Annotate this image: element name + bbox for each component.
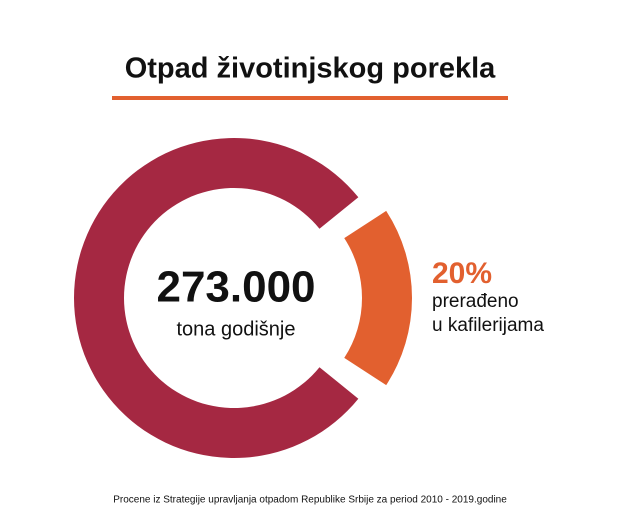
donut-slice	[74, 138, 359, 458]
slice-value-label: 20%	[432, 257, 492, 290]
center-value: 273.000	[156, 263, 315, 312]
slice-label: prerađeno u kafilerijama	[432, 291, 544, 336]
donut-slice	[344, 210, 412, 386]
chart-title: Otpad životinjskog porekla	[125, 53, 496, 85]
source-note: Procene iz Strategije upravljanja otpado…	[113, 495, 507, 506]
center-label: tona godišnje	[177, 318, 296, 340]
